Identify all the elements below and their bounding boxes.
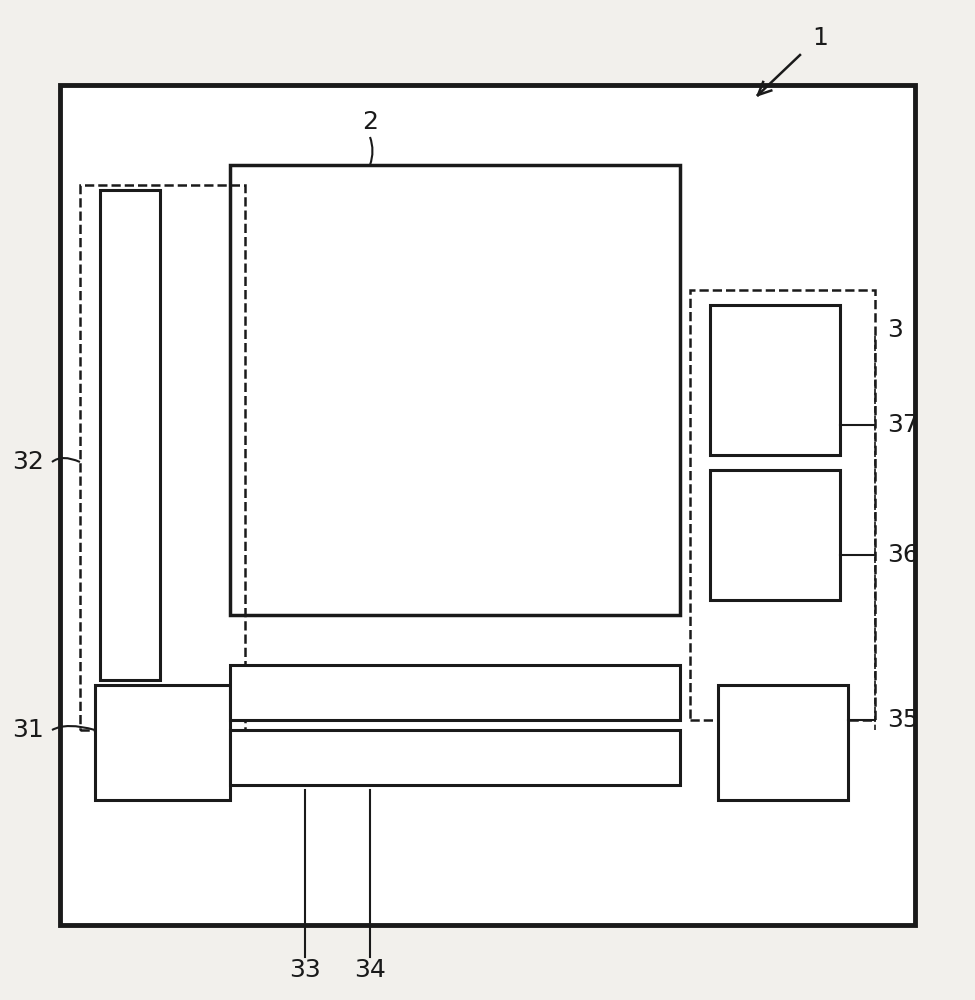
Text: 33: 33: [290, 958, 321, 982]
Bar: [230, 165, 680, 615]
Bar: [230, 730, 680, 785]
Text: 37: 37: [887, 413, 918, 437]
Text: 3: 3: [887, 318, 903, 342]
Bar: [718, 685, 848, 800]
Text: 34: 34: [354, 958, 386, 982]
Bar: [100, 190, 160, 680]
Text: 2: 2: [362, 110, 378, 134]
Bar: [710, 470, 840, 600]
Text: 35: 35: [887, 708, 918, 732]
Bar: [60, 85, 915, 925]
Bar: [80, 185, 245, 730]
Bar: [230, 665, 680, 720]
Text: 36: 36: [887, 543, 918, 567]
Bar: [690, 290, 875, 720]
Text: 31: 31: [12, 718, 44, 742]
Bar: [710, 305, 840, 455]
Text: 1: 1: [812, 26, 828, 50]
Bar: [95, 685, 230, 800]
Text: 32: 32: [12, 450, 44, 474]
